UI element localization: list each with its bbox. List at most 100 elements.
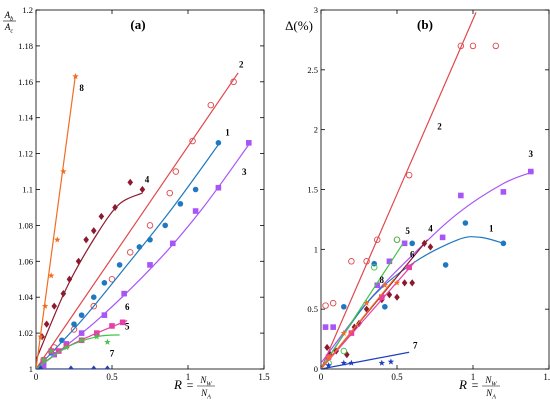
data-point — [108, 276, 116, 283]
data-point — [325, 362, 332, 369]
data-point — [47, 272, 55, 279]
data-point — [469, 42, 477, 50]
y-tick-label: 2.5 — [307, 65, 318, 75]
data-point — [78, 336, 85, 344]
data-point — [330, 324, 336, 330]
data-point — [340, 359, 348, 366]
data-point — [60, 290, 67, 298]
x-label-equals: = — [472, 378, 479, 392]
data-point — [146, 222, 154, 229]
y-tick-label: 1.1 — [22, 185, 33, 195]
data-point — [324, 343, 330, 352]
series-label-7: 7 — [110, 348, 115, 358]
data-point — [101, 312, 108, 318]
data-point — [83, 236, 89, 244]
data-point — [93, 333, 101, 340]
data-point — [72, 73, 79, 80]
data-point — [162, 222, 168, 229]
data-point — [90, 294, 97, 301]
data-point — [139, 185, 146, 194]
data-point — [421, 239, 428, 247]
data-point — [500, 189, 507, 195]
panel-label: (b) — [417, 17, 433, 32]
y-tick-label: 1.2 — [22, 5, 33, 15]
data-point — [246, 140, 252, 146]
y-tick-label: 1 — [29, 364, 33, 374]
series-label-6: 6 — [410, 250, 415, 260]
data-point — [458, 192, 464, 199]
data-point — [386, 291, 393, 299]
series-label-3: 3 — [529, 149, 534, 159]
data-point — [121, 290, 127, 297]
data-point — [112, 203, 118, 212]
data-point — [344, 351, 350, 359]
series-6 — [321, 260, 416, 369]
data-point — [66, 275, 73, 283]
x-label-variable: R — [173, 377, 182, 392]
data-point — [370, 264, 378, 271]
fit-curve — [321, 236, 504, 369]
data-point — [37, 365, 44, 369]
data-point — [381, 281, 389, 288]
data-point — [189, 137, 196, 145]
y-tick-label: 1.14 — [18, 113, 34, 123]
x-tick-label: 1.5 — [258, 372, 270, 382]
data-point — [363, 305, 370, 313]
x-tick-label: 1 — [186, 372, 191, 382]
data-point — [462, 220, 469, 226]
data-point — [439, 234, 446, 241]
data-point — [373, 236, 381, 244]
x-tick-label: 0 — [319, 372, 324, 382]
series-label-5: 5 — [405, 226, 410, 236]
data-point — [378, 359, 386, 366]
y-tick-label: 3 — [314, 5, 318, 15]
series-label-5: 5 — [125, 322, 130, 332]
series-2 — [321, 12, 500, 369]
x-label-denominator: NA — [200, 388, 211, 400]
y-tick-label: 2 — [314, 125, 318, 135]
data-point — [119, 319, 126, 326]
x-tick-label: 0.5 — [106, 372, 118, 382]
series-7 — [36, 365, 111, 369]
data-point — [116, 262, 123, 268]
data-point — [409, 240, 416, 247]
data-point — [147, 262, 153, 268]
data-point — [500, 240, 507, 247]
data-point — [40, 362, 47, 369]
y-label-denominator: Ac — [4, 22, 14, 34]
series-2 — [36, 72, 239, 369]
data-point — [322, 324, 329, 330]
y-tick-label: 1.16 — [18, 77, 33, 87]
data-point — [348, 359, 355, 366]
series-label-8: 8 — [79, 83, 84, 93]
series-label-4: 4 — [428, 223, 433, 233]
series-label-2: 2 — [239, 59, 244, 69]
y-label-numerator: Ab — [4, 10, 14, 22]
data-point — [325, 353, 332, 360]
series-3 — [36, 140, 252, 369]
data-point — [78, 312, 85, 318]
plot-frame — [320, 9, 550, 370]
fit-curve — [36, 144, 219, 369]
data-point — [40, 356, 47, 363]
data-point — [356, 319, 362, 328]
data-point — [71, 321, 77, 327]
data-point — [340, 329, 348, 336]
series-label-4: 4 — [145, 174, 150, 184]
x-label-variable: R — [458, 377, 467, 392]
data-point — [78, 330, 85, 336]
series-5 — [321, 236, 404, 369]
x-tick-label: 1.5 — [543, 372, 550, 382]
data-point — [177, 201, 184, 207]
data-point — [401, 240, 408, 247]
data-point — [382, 303, 388, 310]
data-point — [166, 189, 174, 197]
x-label-equals: = — [187, 378, 194, 392]
data-point — [406, 264, 412, 271]
fit-curve — [321, 260, 416, 369]
y-tick-label: 1.08 — [18, 220, 33, 230]
x-tick-label: 0.5 — [391, 372, 403, 382]
data-point — [90, 302, 98, 310]
